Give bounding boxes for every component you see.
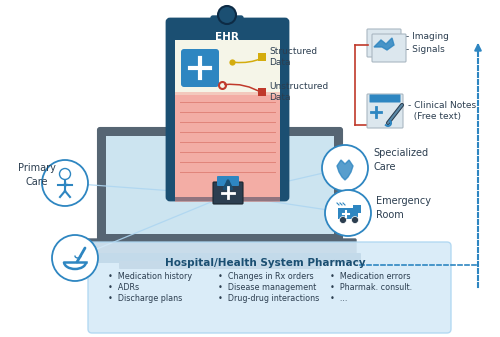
Bar [338,208,358,219]
Polygon shape [374,38,394,50]
Circle shape [52,235,98,281]
Text: Structured
Data: Structured Data [269,47,317,67]
Bar [258,53,266,61]
Text: - Clinical Notes
  (Free text): - Clinical Notes (Free text) [408,101,476,121]
FancyBboxPatch shape [367,29,401,57]
Text: •  ...: • ... [330,294,347,303]
FancyBboxPatch shape [88,242,451,333]
Text: EHR: EHR [215,32,239,42]
Circle shape [60,168,70,180]
FancyBboxPatch shape [211,16,243,40]
Text: •  Changes in Rx orders: • Changes in Rx orders [218,272,314,281]
Text: •  Medication history: • Medication history [108,272,192,281]
Text: •  Disease management: • Disease management [218,283,316,292]
Text: Specialized
Care: Specialized Care [373,148,428,172]
Text: •  Drug-drug interactions: • Drug-drug interactions [218,294,320,303]
FancyBboxPatch shape [106,136,334,234]
Text: Emergency
Room: Emergency Room [376,196,431,220]
Circle shape [340,216,346,223]
Text: •  ADRs: • ADRs [108,283,139,292]
FancyBboxPatch shape [119,261,321,269]
FancyBboxPatch shape [372,34,406,62]
Text: •  Pharmak. consult.: • Pharmak. consult. [330,283,412,292]
Bar [258,88,266,96]
FancyBboxPatch shape [84,239,356,255]
Polygon shape [337,160,353,180]
Circle shape [322,145,368,191]
Text: •  Medication errors: • Medication errors [330,272,410,281]
Text: - Imaging
- Signals: - Imaging - Signals [406,32,449,54]
Circle shape [42,160,88,206]
FancyBboxPatch shape [217,176,239,186]
FancyBboxPatch shape [370,94,400,102]
FancyBboxPatch shape [167,19,288,200]
Text: •  Discharge plans: • Discharge plans [108,294,182,303]
FancyBboxPatch shape [367,94,403,128]
Circle shape [325,190,371,236]
Text: Hospital/Health System Pharmacy: Hospital/Health System Pharmacy [165,258,366,268]
Bar [353,205,361,213]
FancyBboxPatch shape [175,92,280,197]
FancyBboxPatch shape [181,49,219,87]
Text: Unstructured
Data: Unstructured Data [269,82,328,102]
FancyBboxPatch shape [175,40,280,95]
FancyBboxPatch shape [175,40,280,197]
Text: Primary
Care: Primary Care [18,163,56,187]
FancyBboxPatch shape [213,182,243,204]
Circle shape [352,216,358,223]
FancyBboxPatch shape [98,128,342,242]
FancyBboxPatch shape [175,95,280,202]
FancyBboxPatch shape [79,253,361,263]
Circle shape [218,6,236,24]
